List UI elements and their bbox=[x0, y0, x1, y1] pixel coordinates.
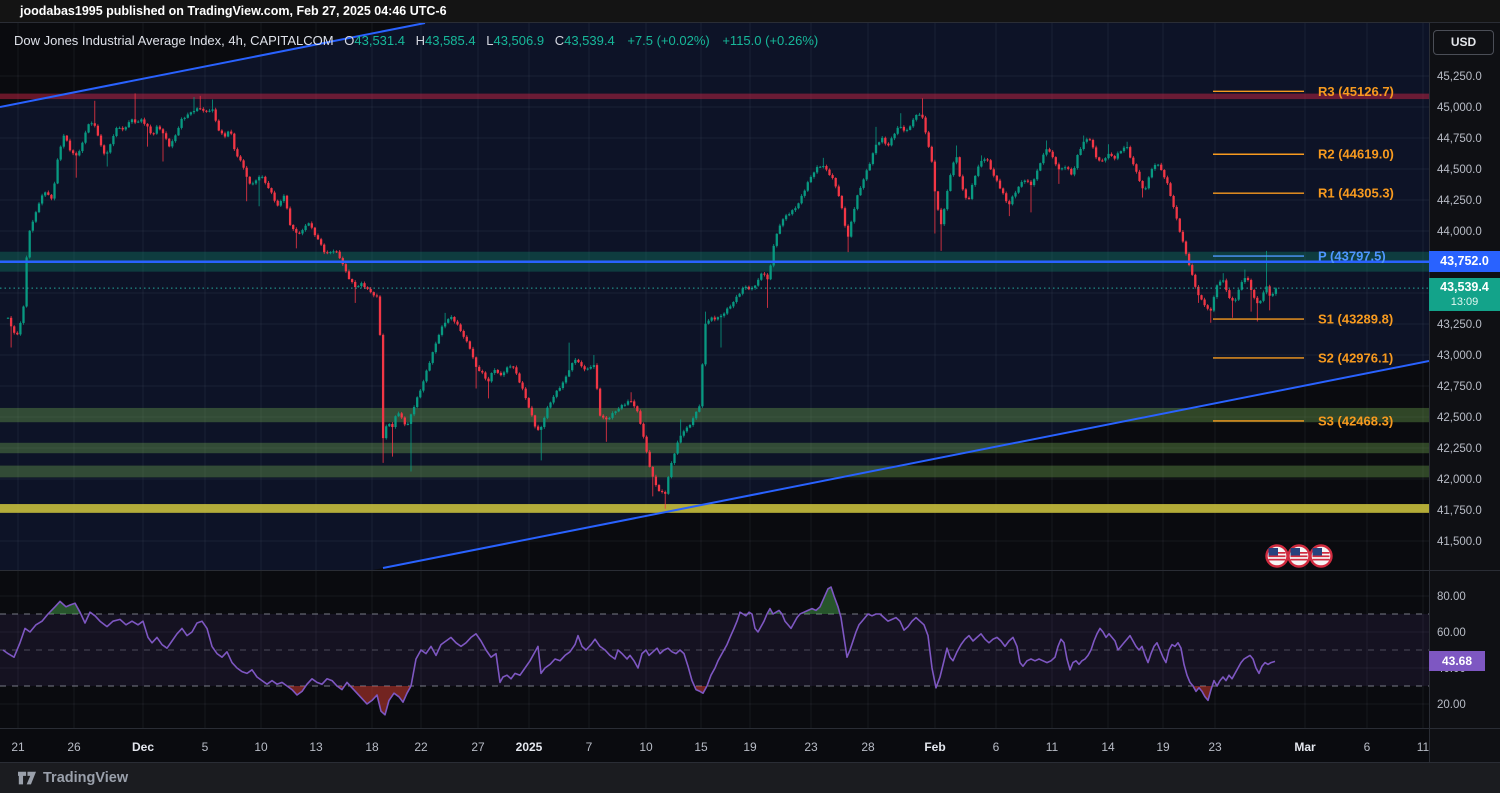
low-value: 43,506.9 bbox=[493, 33, 545, 48]
price-tick-label: 42,250.0 bbox=[1437, 443, 1482, 455]
price-tick-label: 42,750.0 bbox=[1437, 381, 1482, 393]
time-tick-label: Mar bbox=[1294, 740, 1316, 754]
pivot-label-r3: R3 (45126.7) bbox=[1318, 84, 1394, 99]
last-price-badge: 43,539.4 13:09 bbox=[1429, 278, 1500, 312]
price-tick-label: 44,000.0 bbox=[1437, 226, 1482, 238]
pivot-label-r2: R2 (44619.0) bbox=[1318, 147, 1394, 162]
pivot-label-r1: R1 (44305.3) bbox=[1318, 186, 1394, 201]
price-axis-labels[interactable]: 45,250.0 45,000.0 44,750.0 44,500.0 44,250.0… bbox=[1437, 71, 1482, 711]
price-tick-label: 45,000.0 bbox=[1437, 102, 1482, 114]
price-tick-label: 42,000.0 bbox=[1437, 474, 1482, 486]
time-tick-label: 15 bbox=[694, 740, 708, 754]
tradingview-logo-text: TradingView bbox=[43, 770, 129, 786]
bar-change: +7.5 (+0.02%) bbox=[627, 33, 710, 48]
open-label: O bbox=[344, 33, 355, 48]
time-tick-label: 6 bbox=[993, 740, 1000, 754]
rsi-tick-label: 80.00 bbox=[1437, 591, 1466, 603]
close-value: 43,539.4 bbox=[564, 33, 615, 48]
high-label: H bbox=[415, 33, 425, 48]
chart-background bbox=[0, 22, 1500, 762]
time-tick-label: 22 bbox=[414, 740, 428, 754]
rsi-tick-label: 20.00 bbox=[1437, 699, 1466, 711]
zone-42000[interactable] bbox=[0, 465, 1429, 478]
published-text: joodabas1995 published on TradingView.co… bbox=[20, 4, 447, 18]
footer-bar: TradingView bbox=[0, 762, 1500, 793]
time-tick-label: 10 bbox=[639, 740, 653, 754]
time-tick-label: 11 bbox=[1417, 740, 1430, 754]
economic-event-flag-icon[interactable] bbox=[1265, 544, 1289, 568]
time-tick-label: 5 bbox=[202, 740, 209, 754]
economic-event-flag-icon[interactable] bbox=[1287, 544, 1311, 568]
time-tick-label: 19 bbox=[1156, 740, 1170, 754]
price-tick-label: 43,000.0 bbox=[1437, 350, 1482, 362]
lower-trendline[interactable] bbox=[382, 360, 1429, 569]
time-tick-label: Feb bbox=[924, 740, 945, 754]
resistance-zone[interactable] bbox=[0, 93, 1429, 100]
price-axis-background[interactable] bbox=[1429, 22, 1500, 762]
time-tick-label: 10 bbox=[254, 740, 268, 754]
pivot-label-p: P (43797.5) bbox=[1318, 249, 1386, 264]
time-tick-label: 6 bbox=[1364, 740, 1371, 754]
pivot-label-s2: S2 (42976.1) bbox=[1318, 350, 1393, 365]
close-label: C bbox=[554, 33, 565, 48]
time-tick-label: 27 bbox=[471, 740, 485, 754]
time-tick-label: 19 bbox=[743, 740, 757, 754]
price-tick-label: 44,750.0 bbox=[1437, 133, 1482, 145]
rsi-pane[interactable] bbox=[0, 570, 1429, 728]
tradingview-logo-icon bbox=[18, 771, 36, 784]
economic-event-flag-icon[interactable] bbox=[1309, 544, 1333, 568]
time-tick-label: 23 bbox=[804, 740, 818, 754]
last-price-value: 43,539.4 bbox=[1440, 280, 1489, 295]
price-tick-label: 45,250.0 bbox=[1437, 71, 1482, 83]
rsi-line[interactable] bbox=[2, 586, 1276, 716]
time-tick-label: 13 bbox=[309, 740, 323, 754]
time-axis-labels[interactable]: 21 26 Dec 5 10 13 18 22 27 2025 7 10 15 19 23 28 Feb 6 11 1… bbox=[11, 740, 1429, 754]
pivot-label-s3: S3 (42468.3) bbox=[1318, 413, 1393, 428]
time-tick-label: 7 bbox=[586, 740, 593, 754]
symbol-title: Dow Jones Industrial Average Index, 4h, … bbox=[14, 33, 334, 48]
session-change: +115.0 (+0.26%) bbox=[722, 33, 819, 48]
price-tick-label: 43,250.0 bbox=[1437, 319, 1482, 331]
time-tick-label: 11 bbox=[1046, 740, 1059, 754]
time-tick-label: 26 bbox=[67, 740, 81, 754]
pivot-label-s1: S1 (43289.8) bbox=[1318, 312, 1393, 327]
rsi-value-badge: 43.68 bbox=[1429, 651, 1485, 672]
time-tick-label: 23 bbox=[1208, 740, 1222, 754]
time-tick-label: Dec bbox=[132, 740, 154, 754]
rsi-range-band bbox=[0, 614, 1429, 686]
price-tick-label: 41,500.0 bbox=[1437, 536, 1482, 548]
rsi-tick-label: 60.00 bbox=[1437, 627, 1466, 639]
time-tick-label: 14 bbox=[1101, 740, 1115, 754]
candles-layer bbox=[6, 93, 1278, 509]
time-tick-label: 18 bbox=[365, 740, 379, 754]
currency-toggle-button[interactable]: USD bbox=[1433, 30, 1494, 55]
trend-channel-fill bbox=[0, 23, 1429, 570]
bar-countdown: 13:09 bbox=[1450, 296, 1479, 309]
s3-zone[interactable] bbox=[0, 407, 1429, 423]
published-bar: joodabas1995 published on TradingView.co… bbox=[0, 0, 1500, 22]
open-value: 43,531.4 bbox=[354, 33, 405, 48]
price-tick-label: 44,250.0 bbox=[1437, 195, 1482, 207]
price-tick-label: 42,500.0 bbox=[1437, 412, 1482, 424]
high-value: 43,585.4 bbox=[425, 33, 476, 48]
horizontal-line-price-badge: 43,752.0 bbox=[1429, 251, 1500, 273]
upper-trendline[interactable] bbox=[0, 23, 426, 108]
zone-42250[interactable] bbox=[0, 442, 1429, 454]
time-tick-label: 21 bbox=[11, 740, 25, 754]
price-tick-label: 44,500.0 bbox=[1437, 164, 1482, 176]
tradingview-logo[interactable]: TradingView bbox=[18, 770, 128, 786]
main-pane[interactable]: R3 (45126.7) R2 (44619.0) R1 (44305.3) P (4… bbox=[0, 0, 1429, 644]
time-tick-label: 28 bbox=[861, 740, 875, 754]
yellow-zone[interactable] bbox=[0, 504, 1429, 513]
price-tick-label: 41,750.0 bbox=[1437, 505, 1482, 517]
low-label: L bbox=[486, 33, 494, 48]
time-tick-label: 2025 bbox=[516, 740, 543, 754]
symbol-legend[interactable]: Dow Jones Industrial Average Index, 4h, … bbox=[14, 33, 818, 48]
